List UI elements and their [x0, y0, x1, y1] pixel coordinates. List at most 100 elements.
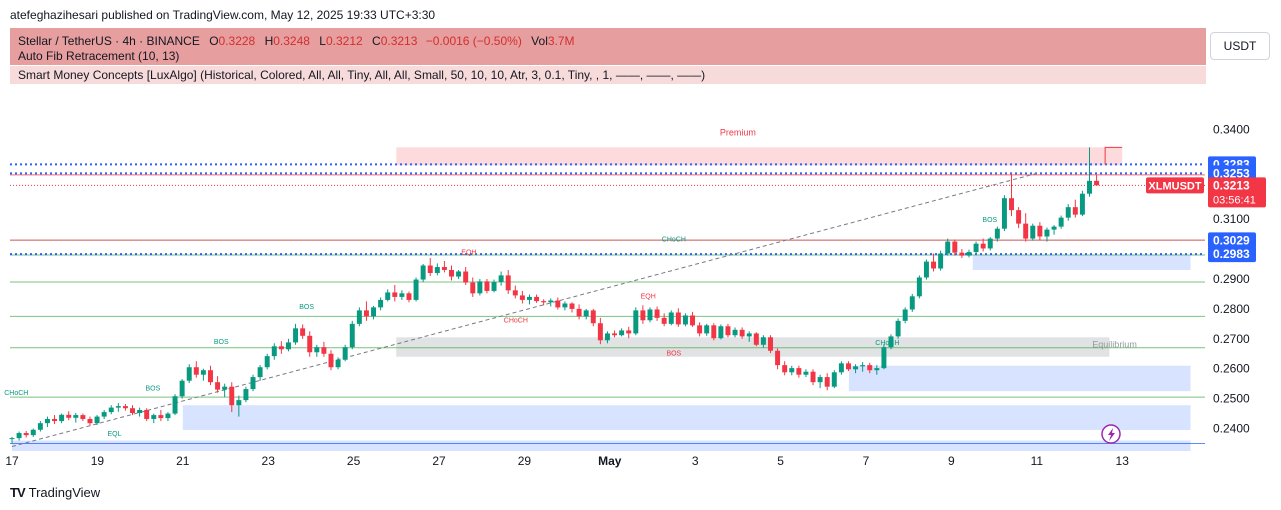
candle [222, 383, 228, 398]
y-tick-label: 0.2900 [1213, 272, 1250, 286]
zone-ob3 [848, 376, 1191, 392]
current-price-badge [1208, 177, 1266, 208]
candle [165, 412, 171, 422]
candle [243, 386, 249, 403]
candle [293, 323, 299, 345]
candle [1001, 195, 1007, 232]
candle [604, 331, 610, 344]
candle [867, 362, 873, 374]
candle [626, 326, 632, 339]
candle [973, 241, 979, 255]
candle [371, 305, 377, 320]
candle-body [243, 389, 249, 401]
legend-indicator-smc[interactable]: Smart Money Concepts [LuxAlgo] (Historic… [10, 66, 1206, 84]
candle [200, 368, 206, 381]
candle-body [1044, 229, 1050, 237]
candle-body [562, 303, 568, 308]
candle [916, 275, 922, 299]
candle [441, 261, 447, 273]
candle-body [363, 310, 369, 317]
candle [562, 301, 568, 311]
symbol-badge-label: XLMUSDT [1148, 180, 1201, 192]
candle-body [137, 410, 143, 413]
candle-body [449, 269, 454, 277]
x-tick-label: May [598, 454, 622, 468]
candle-body [548, 300, 554, 303]
candle-body [406, 293, 412, 300]
candle [385, 289, 391, 302]
candle [427, 258, 433, 276]
candle [158, 410, 164, 422]
candle-body [909, 296, 915, 310]
candle-body [512, 290, 518, 296]
candle [130, 405, 135, 416]
candle-body [1094, 180, 1100, 186]
candle-body [108, 407, 114, 413]
candle [1065, 204, 1071, 221]
candle-body [186, 367, 192, 381]
candle-body [285, 342, 291, 350]
candle-body [172, 396, 178, 414]
candle-body [122, 406, 128, 409]
zone-premium [396, 147, 1123, 166]
candle-body [526, 296, 532, 300]
candle-body [1051, 226, 1057, 230]
structure-label: BOS [299, 304, 314, 311]
currency-button[interactable]: USDT [1210, 32, 1270, 60]
candle [94, 415, 100, 425]
candle-body [307, 335, 313, 353]
candle-body [66, 414, 72, 418]
candle [321, 341, 327, 357]
candle [122, 404, 128, 411]
candle-body [130, 408, 135, 413]
candle-body [87, 418, 93, 424]
candle-body [945, 241, 951, 254]
price-badge [1208, 232, 1256, 249]
candle-body [647, 309, 653, 321]
candle [661, 313, 667, 327]
candle [838, 361, 844, 375]
legend-indicator-fib[interactable]: Auto Fib Retracement (10, 13) [10, 47, 1206, 65]
candle [356, 307, 362, 327]
candle-body [434, 267, 440, 273]
structure-label: EQH [461, 249, 476, 256]
price-badge-label: 0.3029 [1213, 233, 1250, 247]
candle [392, 284, 398, 302]
candle-body [583, 310, 589, 317]
legend-symbol-row[interactable]: Stellar / TetherUS · 4h · BINANCE O0.322… [10, 28, 1206, 65]
candle [817, 374, 823, 389]
candle-body [555, 300, 561, 308]
candle-body [392, 292, 398, 297]
candle [675, 308, 681, 327]
lightning-icon[interactable] [1101, 424, 1121, 444]
candle [59, 413, 65, 424]
candle [1087, 147, 1092, 197]
candle-body [236, 400, 242, 406]
candle-body [860, 365, 866, 367]
candle [52, 415, 58, 425]
candle-body [144, 410, 150, 419]
candle-body [881, 347, 887, 369]
x-tick-label: 11 [1031, 454, 1044, 468]
candle [860, 362, 866, 372]
candle-body [200, 370, 206, 375]
candle-body [505, 275, 511, 291]
candle-body [491, 281, 497, 291]
candle-body [385, 292, 391, 300]
high-marker-line [1104, 146, 1123, 165]
candle-body [470, 282, 476, 294]
candle-body [732, 329, 738, 336]
candle-body [300, 328, 306, 336]
zone-ob1 [972, 255, 1191, 270]
candle-body [80, 415, 86, 419]
x-tick-label: 21 [176, 454, 190, 468]
candle [1058, 215, 1064, 229]
published-info: atefeghazihesari published on TradingVie… [10, 8, 436, 22]
candle-body [760, 337, 766, 345]
structure-label: CHoCH [875, 340, 899, 347]
candle [569, 302, 575, 313]
candle [753, 332, 759, 347]
indicator-smc-label: Smart Money Concepts [LuxAlgo] (Historic… [18, 68, 706, 82]
candle [80, 413, 86, 422]
